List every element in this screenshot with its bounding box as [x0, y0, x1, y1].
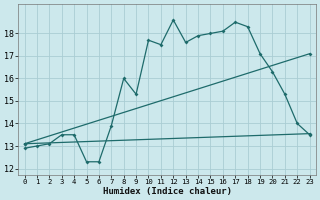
X-axis label: Humidex (Indice chaleur): Humidex (Indice chaleur): [103, 187, 232, 196]
